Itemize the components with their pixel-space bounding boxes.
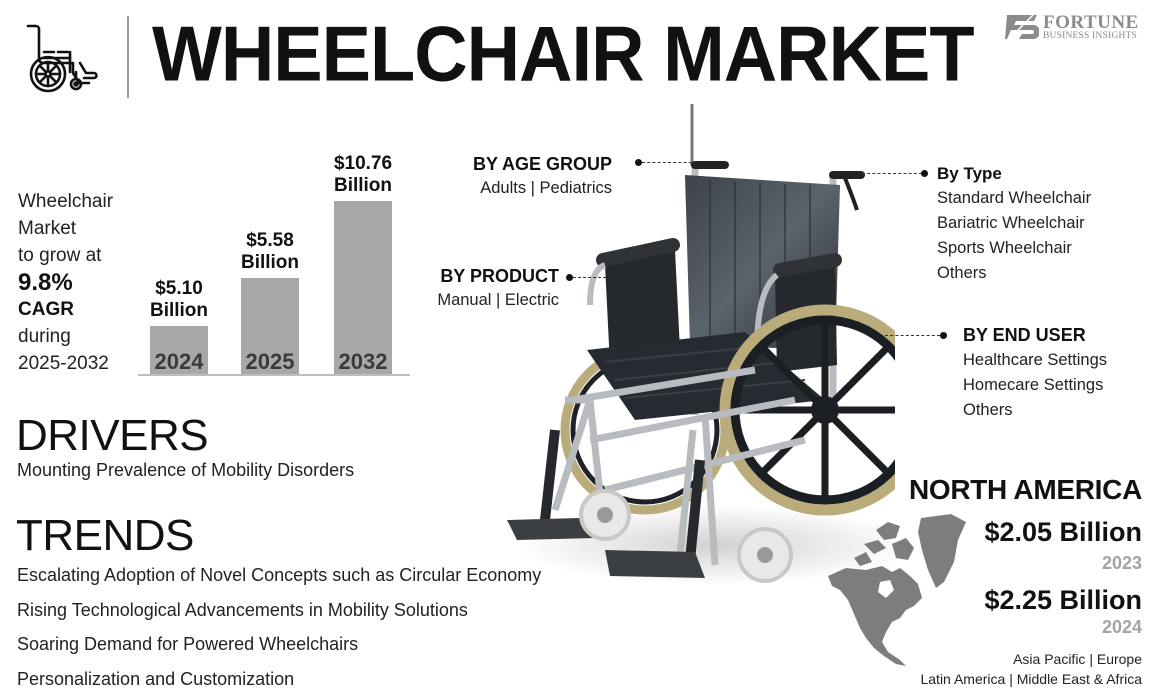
bar-year-label: 2025 bbox=[245, 349, 295, 374]
market-size-bar-chart: 2024 $5.10 Billion 2025 $5.58 Billion 20… bbox=[128, 150, 410, 376]
trend-item: Personalization and Customization bbox=[17, 668, 295, 689]
trend-item: Rising Technological Advancements in Mob… bbox=[17, 599, 468, 620]
callout-leader bbox=[862, 173, 922, 174]
segment-items: Healthcare Settings Homecare Settings Ot… bbox=[963, 348, 1107, 423]
bar-value-amount: $10.76 bbox=[333, 153, 393, 174]
segment-title: BY END USER bbox=[963, 325, 1086, 345]
brand-logo[interactable]: FORTUNE BUSINESS INSIGHTS bbox=[1005, 12, 1145, 42]
brand-text: FORTUNE BUSINESS INSIGHTS bbox=[1043, 13, 1139, 42]
bar-value-unit: Billion bbox=[149, 300, 209, 321]
trends-list: Escalating Adoption of Novel Concepts su… bbox=[17, 558, 541, 696]
bar-value-label: $5.10 Billion bbox=[129, 278, 229, 322]
segment-item: Standard Wheelchair bbox=[937, 189, 1092, 207]
cagr-period: 2025-2032 bbox=[18, 353, 109, 374]
header-divider bbox=[127, 16, 129, 98]
cagr-line-1: Wheelchair bbox=[18, 191, 114, 212]
callout-leader bbox=[642, 162, 697, 163]
fortune-logo-icon bbox=[1005, 14, 1039, 40]
trend-item: Escalating Adoption of Novel Concepts su… bbox=[17, 565, 542, 585]
bar-value-label: $5.58 Billion bbox=[220, 230, 320, 274]
segment-end-user: BY END USER Healthcare Settings Homecare… bbox=[963, 325, 1107, 423]
trends-title: TRENDS bbox=[16, 511, 194, 560]
segment-item: Homecare Settings bbox=[963, 376, 1104, 394]
segment-item: Sports Wheelchair bbox=[937, 239, 1072, 257]
segment-item: Others bbox=[963, 401, 1013, 419]
segment-type: By Type Standard Wheelchair Bariatric Wh… bbox=[937, 164, 1091, 286]
callout-leader bbox=[573, 277, 611, 278]
bar-year-label: 2024 bbox=[154, 349, 204, 374]
cagr-summary: Wheelchair Market to grow at 9.8% CAGR d… bbox=[18, 188, 138, 377]
bar-2025: 2025 bbox=[241, 278, 299, 374]
trend-item: Soaring Demand for Powered Wheelchairs bbox=[17, 634, 359, 654]
callout-dot bbox=[921, 170, 928, 177]
page-title: WHEELCHAIR MARKET bbox=[152, 10, 975, 98]
segment-item: Bariatric Wheelchair bbox=[937, 214, 1085, 232]
region-value: $2.05 Billion bbox=[984, 517, 1142, 547]
segment-item: Others bbox=[937, 264, 987, 282]
bar-value-label: $10.76 Billion bbox=[313, 153, 413, 197]
segment-age-group: BY AGE GROUP Adults | Pediatrics bbox=[473, 154, 612, 198]
region-value-year: 2023 bbox=[1101, 553, 1142, 573]
segment-items: Adults | Pediatrics bbox=[480, 179, 612, 197]
segment-item: Healthcare Settings bbox=[963, 351, 1107, 369]
segment-title: By Type bbox=[937, 164, 1002, 183]
drivers-title: DRIVERS bbox=[16, 411, 209, 460]
bar-2024: 2024 bbox=[150, 326, 208, 374]
bar-value-amount: $5.58 bbox=[246, 230, 294, 251]
bar-value-amount: $5.10 bbox=[155, 278, 203, 299]
bar-value-unit: Billion bbox=[240, 252, 300, 273]
cagr-line-3: to grow at bbox=[18, 245, 102, 266]
other-regions-line: Latin America | Middle East & Africa bbox=[920, 671, 1142, 687]
bar-value-unit: Billion bbox=[333, 175, 393, 196]
driver-item: Mounting Prevalence of Mobility Disorder… bbox=[17, 460, 355, 480]
callout-leader bbox=[885, 335, 940, 336]
segment-items: Standard Wheelchair Bariatric Wheelchair… bbox=[937, 186, 1091, 286]
region-value-year: 2024 bbox=[1101, 617, 1142, 637]
cagr-line-2: Market bbox=[18, 218, 77, 239]
callout-dot bbox=[566, 274, 573, 281]
chart-x-axis bbox=[138, 374, 410, 376]
segment-title: BY AGE GROUP bbox=[472, 154, 612, 174]
wheelchair-image bbox=[495, 100, 931, 595]
region-value: $2.25 Billion bbox=[984, 585, 1142, 615]
cagr-label: CAGR bbox=[18, 299, 74, 320]
north-america-map-icon bbox=[826, 510, 976, 670]
brand-subtitle: BUSINESS INSIGHTS bbox=[1043, 30, 1137, 41]
cagr-value: 9.8% bbox=[18, 269, 73, 296]
callout-dot bbox=[635, 159, 642, 166]
bar-2032: 2032 bbox=[334, 201, 392, 374]
cagr-line-4: during bbox=[18, 326, 71, 347]
brand-name: FORTUNE bbox=[1043, 11, 1139, 33]
bar-year-label: 2032 bbox=[338, 349, 388, 374]
callout-dot bbox=[940, 332, 947, 339]
other-regions: Asia Pacific | Europe Latin America | Mi… bbox=[920, 649, 1142, 689]
segment-items: Manual | Electric bbox=[437, 291, 559, 309]
other-regions-line: Asia Pacific | Europe bbox=[1013, 651, 1142, 667]
segment-product: BY PRODUCT Manual | Electric bbox=[437, 266, 559, 310]
segment-title: BY PRODUCT bbox=[440, 266, 559, 286]
wheelchair-icon bbox=[24, 22, 104, 96]
region-title: NORTH AMERICA bbox=[908, 474, 1142, 505]
